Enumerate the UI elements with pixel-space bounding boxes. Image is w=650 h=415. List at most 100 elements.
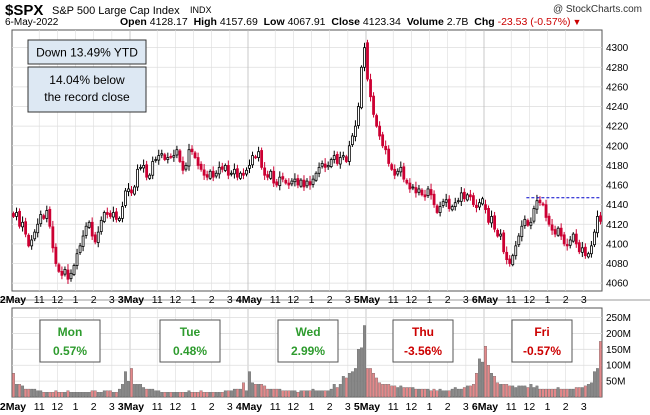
- time-tick-label: 5May: [354, 401, 380, 413]
- volume-bar: [372, 373, 375, 398]
- volume-bar: [577, 387, 581, 398]
- volume-bar: [111, 392, 115, 398]
- candle-body: [75, 253, 79, 266]
- candle-body: [323, 163, 327, 168]
- time-tick-label: 3: [581, 401, 587, 413]
- day-change-value: 2.99%: [291, 344, 325, 358]
- time-tick-label: 12: [170, 294, 182, 306]
- volume-bar: [475, 373, 478, 398]
- volume-bar: [48, 392, 52, 398]
- volume-bar: [514, 387, 518, 398]
- record-box: [27, 66, 147, 113]
- candle-body: [453, 202, 457, 208]
- candle-body: [538, 199, 542, 204]
- volume-bar: [96, 392, 100, 398]
- candle-body: [248, 165, 251, 169]
- time-tick-label: 11: [270, 294, 281, 306]
- index-exchange: INDX: [190, 5, 212, 15]
- volume-bar: [287, 390, 291, 398]
- volume-bar: [414, 388, 418, 398]
- volume-bar: [63, 392, 67, 398]
- price-tick-label: 4240: [606, 102, 629, 113]
- volume-bar: [338, 384, 342, 398]
- time-tick-label: 3May: [118, 294, 144, 306]
- candle-body: [332, 155, 336, 160]
- volume-bar: [90, 390, 94, 398]
- volume-bar: [93, 390, 97, 398]
- volume-bar: [66, 390, 70, 398]
- time-tick-label: 2: [445, 294, 451, 306]
- volume-bar: [308, 390, 312, 398]
- candle-body: [287, 182, 291, 186]
- time-tick-label: 3: [463, 294, 469, 306]
- change-label: Chg: [474, 16, 495, 28]
- volume-bar: [251, 382, 254, 398]
- candle-body: [308, 181, 312, 186]
- candle-body: [257, 151, 260, 158]
- candle-body: [514, 245, 518, 257]
- candle-body: [544, 204, 548, 218]
- volume-bar: [102, 390, 106, 398]
- candle-body: [251, 155, 254, 166]
- volume-tick-label: 100M: [606, 361, 631, 372]
- ticker-symbol: $SPX: [5, 2, 44, 19]
- volume-bars: [12, 325, 602, 398]
- price-tick-label: 4060: [606, 279, 629, 290]
- volume-bar: [559, 388, 563, 398]
- candle-body: [136, 168, 139, 188]
- volume-bar: [502, 384, 506, 398]
- volume-bar: [54, 390, 58, 398]
- candle-body: [438, 206, 442, 213]
- volume-bar: [242, 382, 245, 398]
- candle-body: [529, 221, 533, 226]
- volume-bar: [211, 392, 215, 398]
- candle-body: [21, 221, 24, 228]
- price-tick-label: 4300: [606, 43, 629, 54]
- volume-bar: [344, 377, 348, 398]
- candle-body: [390, 164, 394, 170]
- volume-bar: [235, 388, 239, 398]
- close-label: Close: [331, 16, 360, 28]
- volume-bar: [57, 392, 61, 398]
- candle-body: [599, 215, 602, 222]
- price-tick-label: 4220: [606, 122, 629, 133]
- time-tick-label: 4May: [236, 294, 262, 306]
- candle-body: [266, 174, 270, 178]
- volume-bar: [181, 392, 185, 398]
- volume-bar: [369, 368, 372, 398]
- candle-body: [60, 270, 64, 276]
- time-tick-label: 12: [524, 294, 536, 306]
- volume-bar: [160, 392, 164, 398]
- candle-body: [178, 150, 182, 162]
- volume-bar: [84, 392, 88, 398]
- volume-bar: [593, 371, 596, 398]
- open-value: 4128.17: [149, 16, 188, 28]
- candle-body: [245, 169, 248, 175]
- volume-bar: [381, 384, 385, 398]
- volume-bar: [205, 392, 209, 398]
- time-tick-label: 2: [327, 401, 333, 413]
- volume-bar: [462, 387, 466, 398]
- volume-bar: [526, 387, 530, 398]
- candle-body: [499, 233, 503, 237]
- time-tick-label: 1: [309, 401, 315, 413]
- candle-body: [423, 194, 427, 198]
- gridlines: [12, 30, 602, 397]
- candle-body: [172, 155, 176, 158]
- volume-bar: [586, 384, 590, 398]
- volume-bar: [438, 388, 442, 398]
- candle-body: [487, 207, 490, 223]
- candle-body: [574, 233, 578, 245]
- time-tick-label: 11: [388, 294, 399, 306]
- volume-bar: [565, 388, 569, 398]
- volume-bar: [329, 388, 333, 398]
- price-tick-label: 4080: [606, 259, 629, 270]
- day-change-label: Tue: [180, 325, 201, 339]
- volume-bar: [166, 392, 170, 398]
- volume-bar: [245, 390, 248, 398]
- volume-bar: [199, 390, 203, 398]
- candle-body: [517, 235, 521, 246]
- time-tick-label: 6May: [472, 294, 498, 306]
- candle-body: [590, 245, 593, 255]
- volume-bar: [269, 388, 273, 398]
